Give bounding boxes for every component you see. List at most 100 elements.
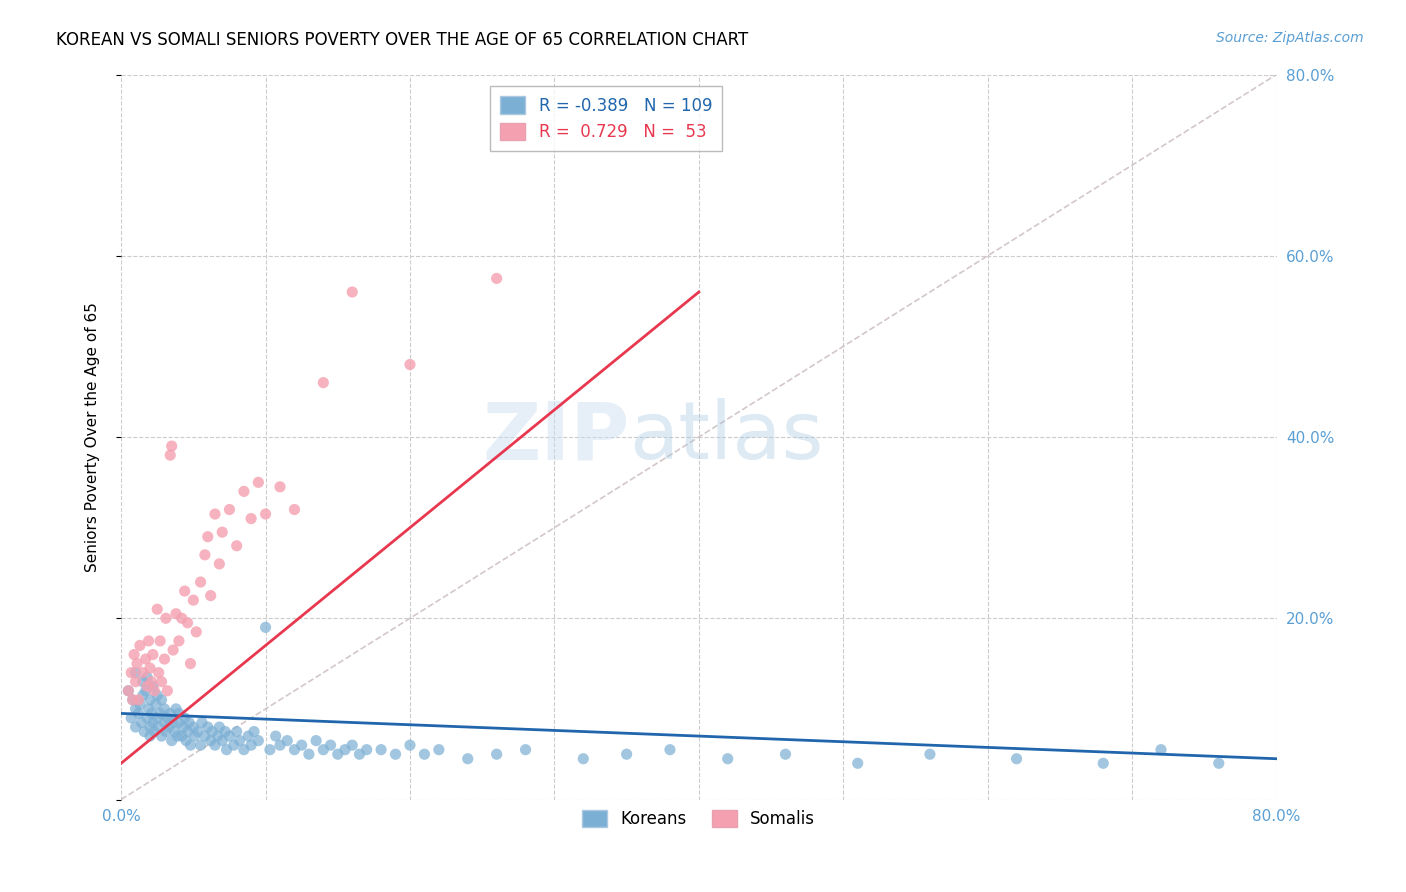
- Point: [146, 602, 169, 616]
- Point: [333, 742, 356, 756]
- Point: [183, 593, 205, 607]
- Point: [155, 724, 177, 739]
- Point: [187, 724, 209, 739]
- Point: [186, 624, 208, 639]
- Point: [312, 742, 335, 756]
- Point: [142, 679, 165, 693]
- Point: [120, 665, 142, 680]
- Point: [165, 702, 187, 716]
- Point: [399, 738, 422, 752]
- Point: [136, 679, 159, 693]
- Point: [160, 439, 183, 453]
- Point: [515, 742, 537, 756]
- Point: [160, 733, 183, 747]
- Point: [176, 615, 198, 630]
- Point: [190, 574, 212, 589]
- Text: Source: ZipAtlas.com: Source: ZipAtlas.com: [1216, 31, 1364, 45]
- Point: [238, 729, 260, 743]
- Point: [211, 525, 233, 540]
- Point: [138, 634, 160, 648]
- Point: [136, 670, 159, 684]
- Point: [141, 674, 163, 689]
- Point: [149, 706, 172, 721]
- Point: [134, 724, 156, 739]
- Point: [142, 648, 165, 662]
- Point: [183, 720, 205, 734]
- Point: [125, 657, 148, 671]
- Point: [846, 756, 869, 771]
- Point: [150, 674, 173, 689]
- Point: [190, 738, 212, 752]
- Point: [356, 742, 378, 756]
- Point: [139, 661, 162, 675]
- Point: [200, 589, 222, 603]
- Point: [157, 720, 180, 734]
- Point: [179, 657, 201, 671]
- Point: [139, 720, 162, 734]
- Point: [264, 729, 287, 743]
- Point: [225, 539, 247, 553]
- Point: [342, 285, 364, 299]
- Point: [485, 271, 508, 285]
- Point: [146, 711, 169, 725]
- Point: [204, 507, 226, 521]
- Point: [384, 747, 406, 762]
- Point: [173, 711, 195, 725]
- Point: [191, 715, 214, 730]
- Point: [1092, 756, 1115, 771]
- Point: [240, 738, 263, 752]
- Point: [166, 729, 188, 743]
- Point: [146, 688, 169, 702]
- Point: [117, 683, 139, 698]
- Point: [197, 530, 219, 544]
- Point: [150, 693, 173, 707]
- Text: ZIP: ZIP: [482, 398, 630, 476]
- Point: [129, 639, 152, 653]
- Point: [218, 502, 240, 516]
- Point: [122, 648, 145, 662]
- Point: [1208, 756, 1230, 771]
- Point: [207, 729, 229, 743]
- Point: [139, 729, 162, 743]
- Point: [135, 683, 157, 698]
- Point: [159, 706, 181, 721]
- Point: [121, 693, 143, 707]
- Point: [228, 733, 250, 747]
- Point: [153, 702, 176, 716]
- Y-axis label: Seniors Poverty Over the Age of 65: Seniors Poverty Over the Age of 65: [86, 302, 100, 572]
- Point: [124, 665, 146, 680]
- Point: [658, 742, 681, 756]
- Point: [132, 674, 155, 689]
- Point: [124, 674, 146, 689]
- Point: [204, 738, 226, 752]
- Point: [413, 747, 436, 762]
- Point: [148, 665, 170, 680]
- Point: [1005, 752, 1028, 766]
- Point: [142, 715, 165, 730]
- Point: [131, 715, 153, 730]
- Point: [194, 548, 217, 562]
- Point: [149, 634, 172, 648]
- Point: [173, 584, 195, 599]
- Point: [225, 724, 247, 739]
- Point: [254, 620, 277, 634]
- Point: [155, 611, 177, 625]
- Point: [150, 729, 173, 743]
- Point: [485, 747, 508, 762]
- Point: [121, 693, 143, 707]
- Point: [153, 652, 176, 666]
- Point: [172, 720, 194, 734]
- Point: [240, 511, 263, 525]
- Point: [167, 706, 190, 721]
- Point: [269, 738, 291, 752]
- Point: [170, 611, 193, 625]
- Point: [457, 752, 479, 766]
- Point: [145, 698, 167, 712]
- Point: [132, 688, 155, 702]
- Point: [141, 706, 163, 721]
- Point: [163, 724, 186, 739]
- Point: [326, 747, 349, 762]
- Point: [167, 634, 190, 648]
- Point: [717, 752, 740, 766]
- Point: [174, 733, 197, 747]
